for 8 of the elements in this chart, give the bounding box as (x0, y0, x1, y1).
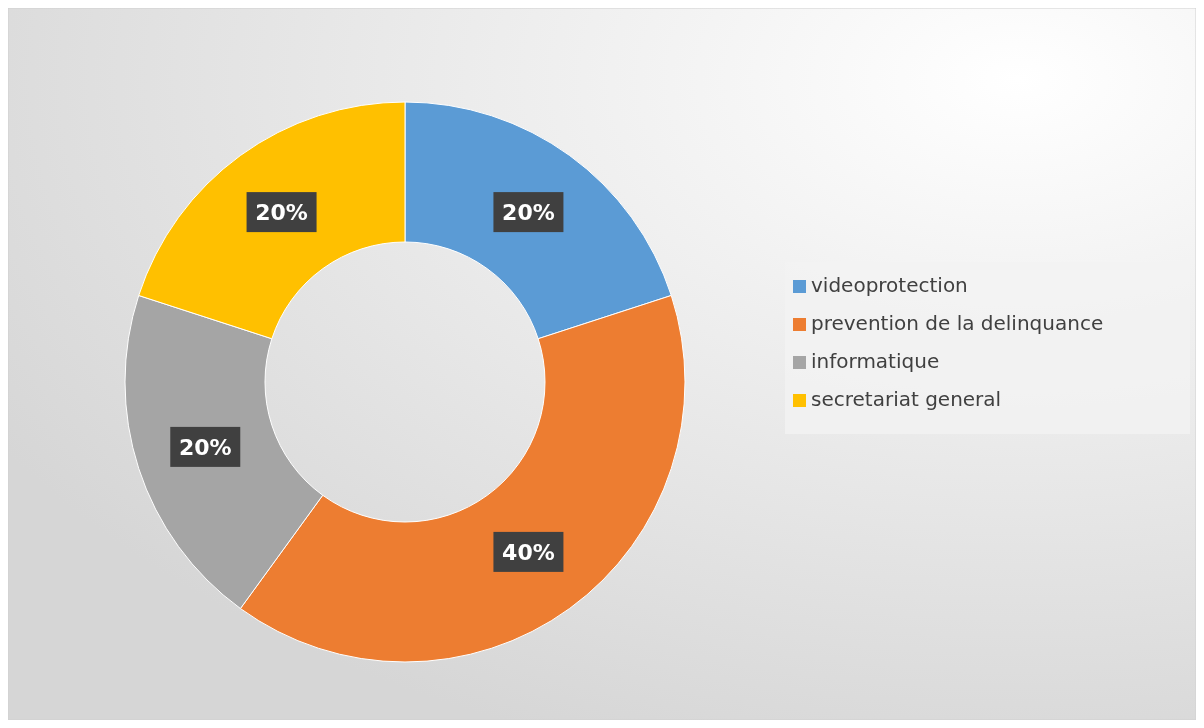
legend-label: informatique (811, 349, 940, 373)
data-label: 20% (178, 434, 232, 460)
data-label: 20% (502, 199, 555, 225)
slice-label: prevention de la delinquance (811, 311, 1104, 335)
data-label: 20% (255, 199, 308, 225)
data-label: 40% (502, 539, 555, 565)
legend-label: secretariat general (811, 387, 1002, 411)
legend-label: videoprotection (811, 273, 968, 297)
